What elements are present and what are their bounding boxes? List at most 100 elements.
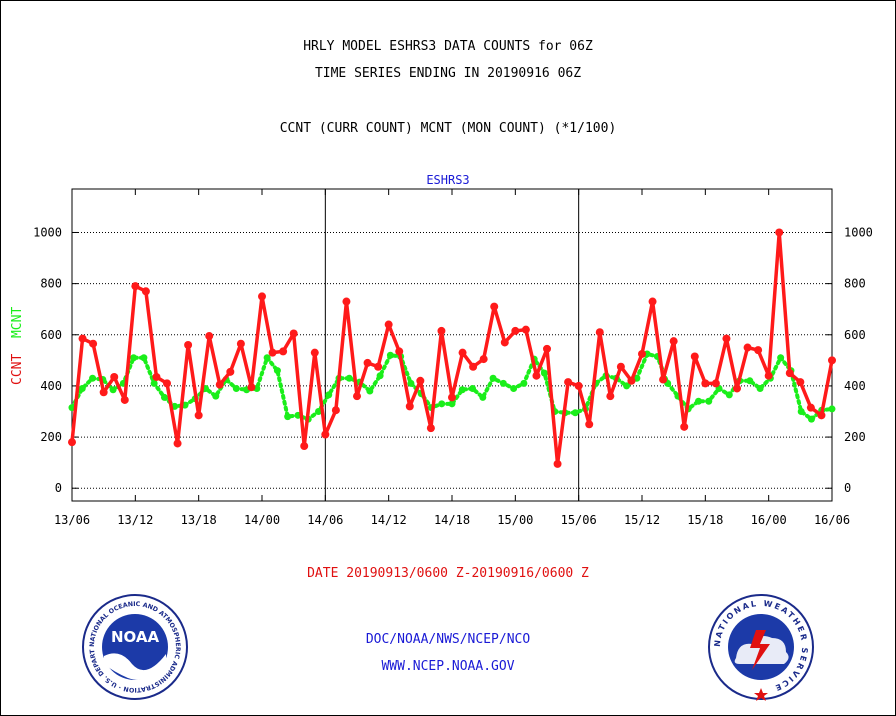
data-point-mcnt: [458, 386, 466, 394]
data-point-ccnt: [310, 348, 319, 357]
data-point-ccnt: [163, 379, 171, 388]
data-point-mcnt: [756, 384, 764, 392]
x-tick-label: 14/00: [244, 513, 280, 527]
nws-logo: NATIONAL WEATHER SERVICE: [708, 594, 814, 701]
data-point-mcnt: [314, 407, 322, 415]
data-point-mcnt: [479, 393, 487, 401]
data-point-ccnt: [490, 302, 499, 311]
date-range-label: DATE 20190913/0600 Z-20190916/0600 Z: [307, 566, 589, 581]
data-point-ccnt: [120, 395, 129, 404]
data-point-mcnt: [89, 374, 97, 382]
data-point-ccnt: [141, 287, 150, 296]
data-point-ccnt: [521, 325, 530, 334]
data-point-ccnt: [775, 228, 784, 237]
data-point-ccnt: [638, 349, 646, 358]
data-point-ccnt: [458, 348, 467, 357]
data-point-mcnt: [78, 384, 86, 392]
data-point-ccnt: [606, 392, 615, 401]
data-point-ccnt: [194, 411, 203, 420]
y-tick-label-right: 1000: [844, 225, 873, 239]
data-point-mcnt: [366, 387, 374, 395]
data-point-mcnt: [232, 384, 240, 392]
y-tick-label-right: 800: [844, 277, 866, 291]
data-point-mcnt: [797, 407, 805, 415]
data-point-ccnt: [279, 347, 288, 356]
data-point-ccnt: [331, 406, 340, 415]
data-point-mcnt: [807, 415, 815, 423]
data-point-ccnt: [690, 352, 699, 361]
data-point-ccnt: [659, 375, 668, 384]
data-point-mcnt: [140, 354, 148, 362]
data-point-ccnt: [131, 282, 140, 291]
data-point-ccnt: [437, 326, 446, 335]
data-point-ccnt: [595, 328, 604, 337]
data-point-ccnt: [99, 388, 108, 397]
data-point-ccnt: [110, 372, 119, 381]
data-point-mcnt: [109, 386, 117, 394]
chart-title-line-1: HRLY MODEL ESHRS3 DATA COUNTS for 06Z: [303, 39, 593, 54]
data-point-ccnt: [469, 362, 478, 371]
data-point-ccnt: [669, 337, 678, 346]
data-point-mcnt: [273, 367, 281, 375]
data-point-ccnt: [479, 355, 488, 364]
data-point-mcnt: [284, 413, 292, 421]
website-link[interactable]: WWW.NCEP.NOAA.GOV: [381, 659, 515, 674]
data-point-mcnt: [499, 379, 507, 387]
data-point-mcnt: [777, 354, 785, 362]
data-point-ccnt: [300, 442, 309, 451]
x-tick-label: 16/00: [751, 513, 787, 527]
data-point-mcnt: [438, 400, 446, 408]
data-point-mcnt: [325, 391, 333, 399]
chart-title-line-3: CCNT (CURR COUNT) MCNT (MON COUNT) (*1/1…: [279, 121, 617, 136]
data-point-mcnt: [212, 392, 220, 400]
x-tick-label: 13/12: [117, 513, 153, 527]
y-tick-label-right: 400: [844, 379, 866, 393]
data-point-mcnt: [520, 379, 528, 387]
data-point-ccnt: [743, 343, 752, 352]
plot-title: ESHRS3: [426, 173, 470, 187]
noaa-logo: NATIONAL OCEANIC AND ATMOSPHERIC ADMINIS…: [80, 592, 188, 700]
x-tick-label: 15/00: [497, 513, 533, 527]
data-point-ccnt: [416, 376, 425, 385]
data-point-ccnt: [585, 420, 594, 429]
data-point-mcnt: [263, 354, 271, 362]
data-point-ccnt: [532, 371, 541, 380]
data-point-ccnt: [363, 358, 372, 367]
data-point-mcnt: [130, 354, 138, 362]
data-point-mcnt: [540, 369, 548, 377]
chart-title-line-2: TIME SERIES ENDING IN 20190916 06Z: [314, 66, 582, 81]
data-point-ccnt: [215, 380, 224, 389]
data-point-mcnt: [376, 372, 384, 380]
x-tick-label: 13/06: [54, 513, 90, 527]
data-point-ccnt: [268, 348, 277, 357]
data-point-ccnt: [342, 297, 351, 306]
x-tick-label: 14/12: [371, 513, 407, 527]
y-tick-label-left: 200: [40, 430, 62, 444]
data-point-ccnt: [374, 362, 383, 371]
data-point-ccnt: [321, 430, 330, 439]
data-point-mcnt: [828, 405, 836, 413]
data-point-mcnt: [623, 382, 631, 390]
data-point-ccnt: [796, 378, 805, 387]
data-point-ccnt: [395, 347, 404, 356]
y-tick-label-right: 600: [844, 328, 866, 342]
data-point-ccnt: [564, 378, 573, 387]
y-tick-label-right: 0: [844, 481, 851, 495]
noaa-text: NOAA: [111, 628, 160, 646]
data-point-ccnt: [236, 339, 245, 348]
data-point-ccnt: [173, 439, 182, 448]
data-point-ccnt: [711, 379, 720, 388]
plot-area: [71, 188, 833, 502]
data-point-ccnt: [289, 329, 298, 338]
data-point-mcnt: [160, 393, 168, 401]
y-tick-label-left: 0: [55, 481, 62, 495]
data-point-ccnt: [828, 356, 836, 365]
data-point-ccnt: [247, 383, 256, 392]
data-point-ccnt: [764, 371, 773, 380]
data-point-ccnt: [258, 292, 266, 301]
data-point-ccnt: [648, 297, 657, 306]
data-point-mcnt: [386, 351, 394, 359]
data-point-ccnt: [205, 332, 214, 341]
data-point-mcnt: [345, 374, 353, 382]
data-point-ccnt: [627, 376, 636, 385]
